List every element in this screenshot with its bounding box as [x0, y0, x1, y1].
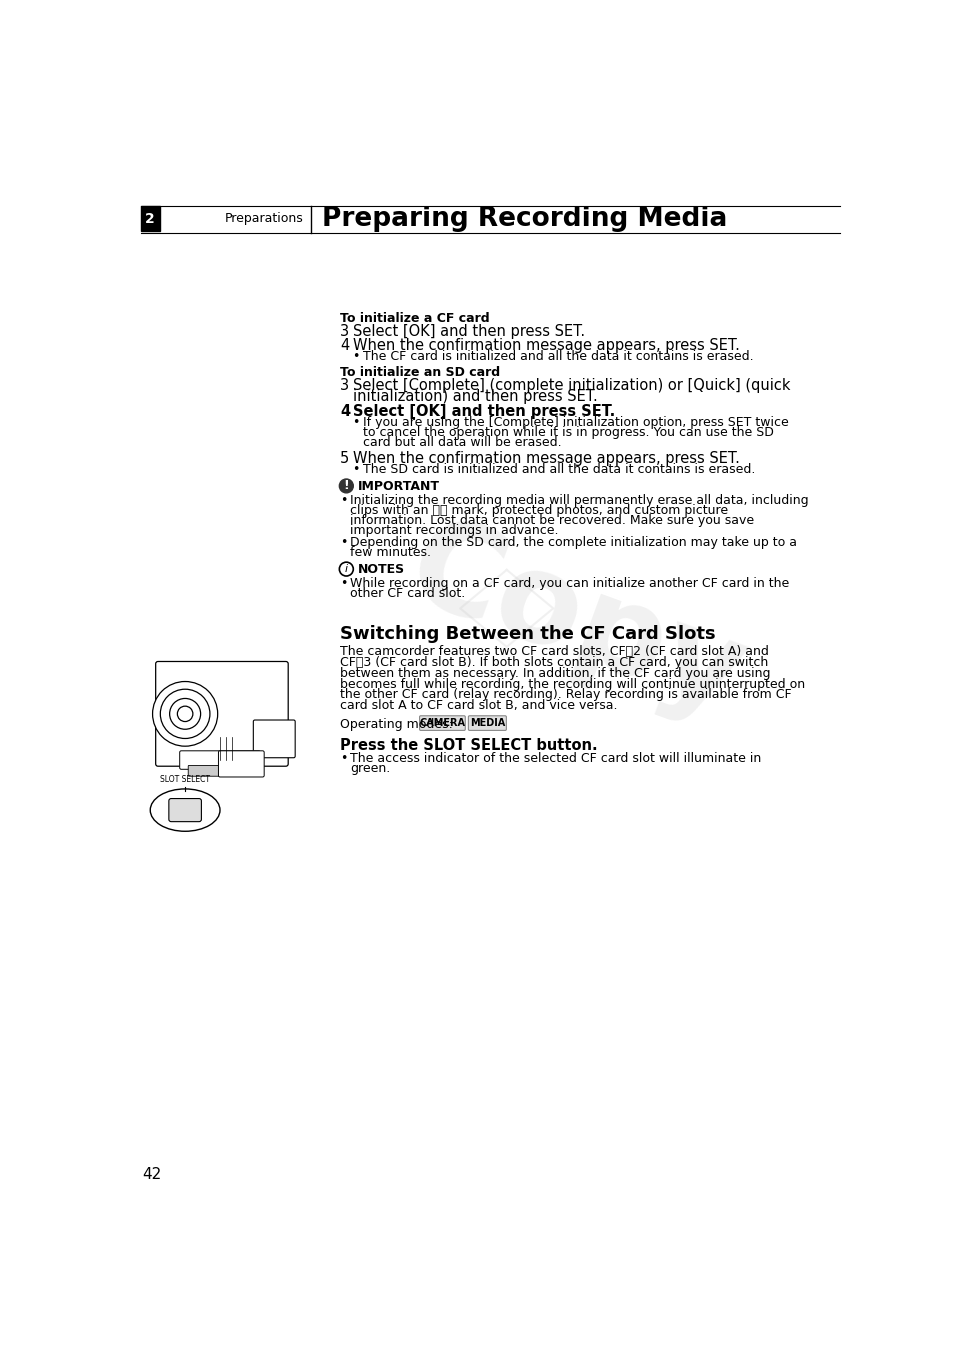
- FancyBboxPatch shape: [253, 720, 294, 758]
- Text: CAMERA: CAMERA: [419, 718, 465, 728]
- FancyBboxPatch shape: [188, 766, 236, 776]
- Text: 4: 4: [340, 403, 350, 418]
- Text: MEDIA: MEDIA: [469, 718, 504, 728]
- Text: green.: green.: [350, 762, 390, 775]
- Text: To initialize a CF card: To initialize a CF card: [340, 311, 489, 325]
- Circle shape: [170, 698, 200, 729]
- FancyBboxPatch shape: [155, 662, 288, 766]
- Text: card but all data will be erased.: card but all data will be erased.: [362, 435, 560, 449]
- Text: The CF card is initialized and all the data it contains is erased.: The CF card is initialized and all the d…: [362, 350, 753, 364]
- Text: Select [OK] and then press SET.: Select [OK] and then press SET.: [353, 325, 584, 340]
- Text: When the confirmation message appears, press SET.: When the confirmation message appears, p…: [353, 450, 739, 465]
- Circle shape: [152, 682, 217, 747]
- Text: 3: 3: [340, 379, 349, 394]
- Text: The camcorder features two CF card slots, CF⑀2 (CF card slot A) and: The camcorder features two CF card slots…: [340, 646, 768, 658]
- FancyBboxPatch shape: [169, 798, 201, 822]
- Text: 42: 42: [142, 1166, 162, 1182]
- Text: to cancel the operation while it is in progress. You can use the SD: to cancel the operation while it is in p…: [362, 426, 773, 439]
- Ellipse shape: [150, 789, 220, 832]
- Text: clips with an ⓀⓀ mark, protected photos, and custom picture: clips with an ⓀⓀ mark, protected photos,…: [350, 504, 727, 516]
- Text: SLOT SELECT: SLOT SELECT: [160, 775, 210, 785]
- FancyBboxPatch shape: [179, 751, 260, 770]
- Text: between them as necessary. In addition, if the CF card you are using: between them as necessary. In addition, …: [340, 667, 770, 679]
- Text: i: i: [344, 563, 348, 574]
- Text: other CF card slot.: other CF card slot.: [350, 586, 465, 600]
- FancyBboxPatch shape: [468, 716, 506, 731]
- Text: Select [OK] and then press SET.: Select [OK] and then press SET.: [353, 403, 614, 418]
- Text: Operating modes:: Operating modes:: [340, 717, 453, 731]
- Text: Select [Complete] (complete initialization) or [Quick] (quick: Select [Complete] (complete initializati…: [353, 379, 789, 394]
- Text: initialization) and then press SET.: initialization) and then press SET.: [353, 390, 597, 404]
- Text: the other CF card (relay recording). Relay recording is available from CF: the other CF card (relay recording). Rel…: [340, 689, 791, 701]
- Text: To initialize an SD card: To initialize an SD card: [340, 365, 499, 379]
- Circle shape: [177, 706, 193, 721]
- Circle shape: [160, 689, 210, 739]
- Text: becomes full while recording, the recording will continue uninterrupted on: becomes full while recording, the record…: [340, 678, 804, 690]
- Text: When the confirmation message appears, press SET.: When the confirmation message appears, p…: [353, 338, 739, 353]
- FancyBboxPatch shape: [218, 751, 264, 776]
- Text: NOTES: NOTES: [357, 563, 405, 576]
- Text: Preparing Recording Media: Preparing Recording Media: [322, 206, 727, 232]
- Text: Initializing the recording media will permanently erase all data, including: Initializing the recording media will pe…: [350, 493, 808, 507]
- Text: The SD card is initialized and all the data it contains is erased.: The SD card is initialized and all the d…: [362, 462, 754, 476]
- Text: Press the SLOT SELECT button.: Press the SLOT SELECT button.: [340, 737, 598, 752]
- FancyBboxPatch shape: [419, 716, 465, 731]
- Text: •: •: [340, 493, 347, 507]
- Text: •: •: [340, 752, 347, 764]
- Text: Copy: Copy: [392, 507, 760, 740]
- Text: 2: 2: [145, 212, 155, 225]
- Text: !: !: [343, 479, 349, 492]
- Text: Switching Between the CF Card Slots: Switching Between the CF Card Slots: [340, 625, 715, 643]
- Text: •: •: [353, 462, 359, 476]
- Text: important recordings in advance.: important recordings in advance.: [350, 523, 558, 537]
- Text: •: •: [353, 350, 359, 364]
- Text: CF⑀3 (CF card slot B). If both slots contain a CF card, you can switch: CF⑀3 (CF card slot B). If both slots con…: [340, 656, 767, 669]
- Text: •: •: [353, 417, 359, 429]
- Circle shape: [339, 479, 353, 493]
- Text: Preparations: Preparations: [225, 212, 303, 225]
- Text: few minutes.: few minutes.: [350, 546, 431, 559]
- Text: While recording on a CF card, you can initialize another CF card in the: While recording on a CF card, you can in…: [350, 577, 789, 590]
- Text: The access indicator of the selected CF card slot will illuminate in: The access indicator of the selected CF …: [350, 752, 760, 764]
- Text: Depending on the SD card, the complete initialization may take up to a: Depending on the SD card, the complete i…: [350, 537, 797, 549]
- Text: •: •: [340, 577, 347, 590]
- Text: IMPORTANT: IMPORTANT: [357, 480, 439, 493]
- Text: 3: 3: [340, 325, 349, 340]
- Text: If you are using the [Complete] initialization option, press SET twice: If you are using the [Complete] initiali…: [362, 417, 787, 429]
- Text: information. Lost data cannot be recovered. Make sure you save: information. Lost data cannot be recover…: [350, 514, 754, 527]
- Text: •: •: [340, 537, 347, 549]
- Text: 5: 5: [340, 450, 349, 465]
- Text: 4: 4: [340, 338, 349, 353]
- Text: card slot A to CF card slot B, and vice versa.: card slot A to CF card slot B, and vice …: [340, 700, 617, 712]
- Bar: [141, 206, 159, 231]
- Circle shape: [339, 562, 353, 576]
